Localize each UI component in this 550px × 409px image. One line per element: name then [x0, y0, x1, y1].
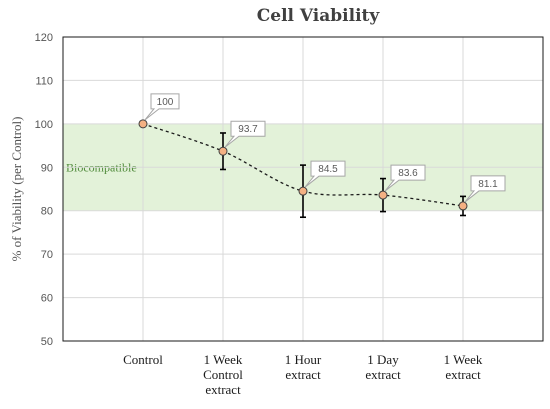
x-category-label-line: 1 Week [444, 352, 483, 367]
x-category-label-line: 1 Day [367, 352, 399, 367]
data-label-callout [224, 120, 266, 148]
data-label: 100 [157, 97, 174, 108]
data-label-callout [144, 93, 180, 121]
data-point [138, 119, 148, 129]
x-category-label: 1 Week Control extract [203, 352, 243, 397]
x-category-label-line: extract [445, 367, 481, 382]
x-category-label-line: Control [123, 352, 163, 367]
data-label: 93.7 [238, 124, 258, 135]
data-label-callout [464, 175, 506, 203]
chart-title: Cell Viability [257, 6, 381, 26]
y-tick-label: 100 [35, 119, 53, 131]
data-label-callout [304, 160, 346, 188]
y-tick-label: 90 [41, 162, 53, 174]
data-label-callout [384, 164, 426, 192]
x-category-label: 1 Day extract [365, 352, 401, 382]
x-category-label-line: extract [285, 367, 321, 382]
plot-border [62, 36, 544, 342]
y-tick-label: 110 [35, 75, 53, 87]
y-tick-label: 80 [41, 206, 53, 218]
y-tick-label: 50 [41, 336, 53, 348]
x-category-label-line: extract [365, 367, 401, 382]
x-category-label: 1 Week extract [444, 352, 483, 382]
data-point [378, 190, 388, 200]
x-category-label-line: 1 Hour [285, 352, 322, 367]
y-tick-label: 70 [41, 249, 53, 261]
x-category-label-line: extract [205, 382, 241, 397]
x-category-label: 1 Hour extract [285, 352, 322, 382]
y-axis-label: % of Viability (per Control) [9, 117, 24, 262]
data-point [218, 146, 228, 156]
x-category-label-line: Control [203, 367, 243, 382]
y-tick-label: 60 [41, 293, 53, 305]
data-label: 83.6 [398, 168, 418, 179]
data-label: 81.1 [478, 179, 498, 190]
data-point [298, 186, 308, 196]
data-label: 84.5 [318, 164, 338, 175]
y-tick-label: 120 [35, 32, 53, 44]
x-category-label-line: 1 Week [204, 352, 243, 367]
data-point [458, 201, 468, 211]
x-category-label: Control [123, 352, 163, 367]
